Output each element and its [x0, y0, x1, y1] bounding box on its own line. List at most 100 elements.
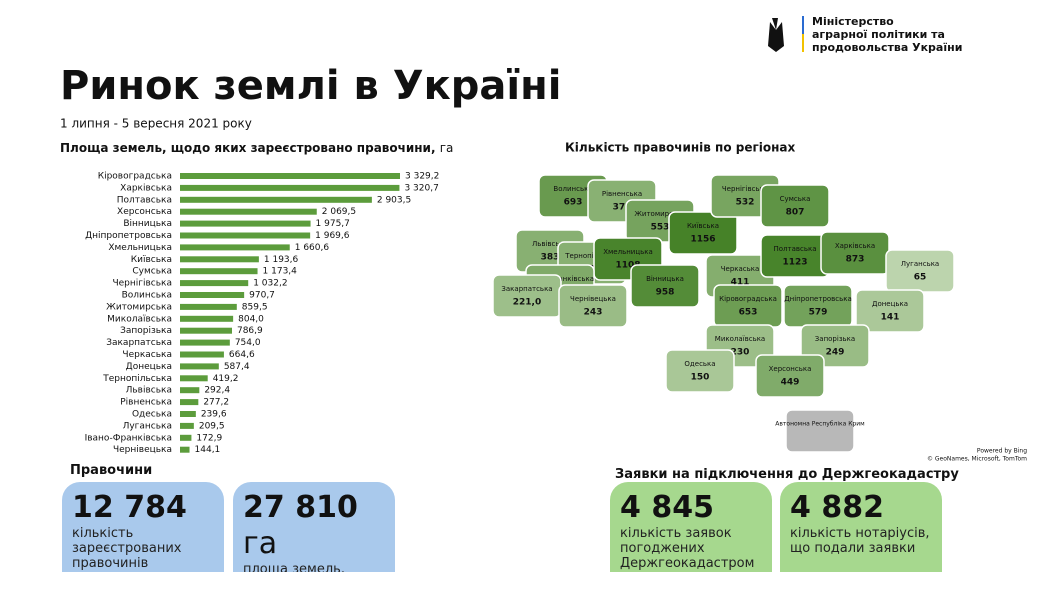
region-value: 1108 — [615, 261, 640, 271]
value-label: 2 903,5 — [377, 195, 411, 205]
stat-value: 12 784 — [72, 490, 187, 525]
stat-number: 12 784 — [72, 490, 214, 526]
bar — [180, 387, 200, 394]
stat-value: 4 882 — [790, 490, 884, 525]
category-label: Сумська — [132, 267, 172, 277]
category-label: Кіровоградська — [98, 172, 172, 182]
category-label: Запорізька — [120, 326, 172, 336]
bar — [180, 327, 232, 334]
value-label: 1 032,2 — [253, 279, 287, 289]
bar — [180, 446, 190, 453]
category-label: Вінницька — [123, 219, 172, 229]
region-name: Хмельницька — [603, 248, 653, 256]
bar — [180, 220, 311, 227]
stat-text: кількість заявок погоджених Держгеокадас… — [620, 526, 755, 571]
bar — [180, 399, 199, 406]
category-label: Дніпропетровська — [85, 231, 172, 241]
region-name: Запорізька — [815, 335, 855, 343]
stat-number: 27 810 га — [243, 490, 385, 562]
bar — [180, 363, 219, 370]
region-name: Харківська — [835, 242, 875, 250]
value-label: 239,6 — [201, 410, 227, 420]
region-value: 372 — [613, 203, 632, 213]
region-name: Автономна Республіка Крим — [775, 421, 864, 428]
value-label: 3 329,2 — [405, 172, 439, 182]
chart-title: Площа земель, щодо яких зареєстровано пр… — [60, 141, 453, 155]
category-label: Рівненська — [120, 398, 172, 408]
bar — [180, 303, 237, 310]
region-value: 449 — [781, 378, 800, 388]
value-label: 3 320,7 — [404, 183, 438, 193]
stat-number: 4 882 — [790, 490, 932, 526]
bar — [180, 411, 196, 417]
region-value: 150 — [691, 373, 710, 383]
map-region — [492, 274, 562, 318]
value-label: 144,1 — [195, 445, 221, 455]
region-value: 249 — [826, 348, 845, 358]
logo-text: Міністерство — [812, 15, 894, 28]
logo-text: продовольства України — [812, 41, 962, 54]
region-value: 807 — [786, 208, 805, 218]
stat-card: 4 882 кількість нотаріусів, що подали зая… — [780, 482, 942, 572]
stat-number: 4 845 — [620, 490, 762, 526]
subtitle: 1 липня - 5 вересня 2021 року — [60, 117, 252, 131]
value-label: 1 975,7 — [316, 219, 350, 229]
region-value: 1156 — [690, 235, 715, 245]
region-value: 553 — [651, 223, 670, 233]
value-label: 2 069,5 — [322, 207, 356, 217]
region-value: 411 — [731, 278, 750, 288]
region-name: Львівська — [532, 240, 568, 248]
bar — [180, 173, 400, 179]
stat-text: площа земель, щодо яких зареєстровано пр… — [243, 562, 345, 572]
region-name: Черкаська — [721, 265, 760, 273]
region-name: Волинська — [553, 185, 592, 193]
map-region — [630, 264, 700, 308]
stat-card: 4 845 кількість заявок погоджених Держгео… — [610, 482, 772, 572]
bar — [180, 256, 259, 263]
region-value: 532 — [736, 198, 755, 208]
map-region — [760, 184, 830, 228]
category-label: Одеська — [132, 410, 172, 420]
category-label: Полтавська — [117, 195, 172, 205]
bar — [180, 422, 194, 429]
chart-title-text: Площа земель, щодо яких зареєстровано пр… — [60, 141, 436, 155]
bar — [180, 351, 224, 358]
region-name: Дніпропетровська — [784, 295, 852, 303]
stat-card: 12 784 кількість зареєстрованих правочині… — [62, 482, 224, 572]
map-region — [665, 349, 735, 393]
bar — [180, 268, 258, 275]
value-label: 664,6 — [229, 350, 255, 360]
map-region — [558, 284, 628, 328]
region-name: Житомирська — [634, 210, 685, 218]
chart-unit: га — [440, 141, 454, 155]
map-region — [855, 289, 925, 333]
region-name: Вінницька — [646, 275, 684, 283]
region-name: Луганська — [901, 260, 939, 268]
value-label: 1 173,4 — [263, 267, 298, 277]
region-name: Одеська — [684, 360, 715, 368]
value-label: 419,2 — [213, 374, 239, 384]
region-name: Миколаївська — [715, 335, 765, 343]
category-label: Київська — [131, 255, 172, 265]
map-credit: © GeoNames, Microsoft, TomTom — [927, 456, 1027, 463]
region-name: Тернопільська — [564, 252, 619, 260]
category-label: Херсонська — [117, 207, 172, 217]
stat-value: 4 845 — [620, 490, 714, 525]
bar — [180, 232, 311, 239]
section-title: Правочини — [70, 463, 153, 478]
bar — [180, 434, 192, 441]
region-name: Чернігівська — [722, 185, 768, 193]
map-region — [785, 409, 855, 453]
value-label: 1 193,6 — [264, 255, 299, 265]
category-label: Житомирська — [106, 302, 172, 312]
bar — [180, 280, 249, 287]
stat-text: кількість нотаріусів, що подали заявки — [790, 526, 930, 556]
category-label: Черкаська — [122, 350, 172, 360]
region-value: 141 — [881, 313, 900, 323]
region-value: 221,0 — [513, 298, 541, 308]
logo-text: аграрної політики та — [812, 28, 945, 41]
map-region — [755, 354, 825, 398]
region-name: Херсонська — [769, 365, 812, 373]
